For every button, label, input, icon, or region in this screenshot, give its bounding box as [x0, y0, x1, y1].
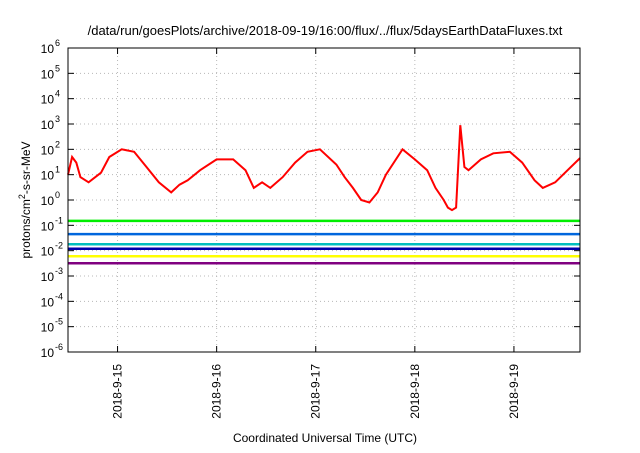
y-tick-label: 10	[41, 270, 55, 284]
y-tick-exponent: -1	[55, 215, 63, 225]
x-axis: 2018-9-15 2018-9-16 2018-9-17 2018-9-18 2018…	[111, 48, 521, 419]
chart-title: /data/run/goesPlots/archive/2018-09-19/1…	[88, 23, 563, 38]
series-group	[67, 125, 581, 265]
y-tick-exponent: -3	[55, 266, 63, 276]
y-tick-label: 10	[41, 169, 55, 183]
y-tick-label: 10	[41, 219, 55, 233]
y-tick-exponent: 3	[55, 114, 60, 124]
y-tick-label: 10	[41, 93, 55, 107]
y-tick-label: 10	[41, 295, 55, 309]
y-tick-exponent: 6	[55, 38, 60, 48]
y-tick-label: 10	[41, 67, 55, 81]
grid	[68, 47, 580, 353]
y-tick-label: 10	[41, 194, 55, 208]
x-tick-label: 2018-9-16	[210, 364, 224, 419]
y-tick-exponent: 4	[55, 89, 60, 99]
x-tick-label: 2018-9-19	[507, 364, 521, 419]
y-tick-exponent: 5	[55, 63, 60, 73]
y-tick-label: 10	[41, 118, 55, 132]
y-tick-exponent: 1	[55, 165, 60, 175]
y-axis: 10 -610 -510 -410 -310 -210 -110 010 110 210 310 41…	[41, 38, 580, 360]
y-axis-label-sup: 2	[17, 194, 27, 199]
x-tick-label: 2018-9-17	[309, 364, 323, 419]
y-axis-label: protons/cm2-s-sr-MeV	[17, 141, 33, 258]
y-tick-label: 10	[41, 346, 55, 360]
y-tick-exponent: 2	[55, 139, 60, 149]
y-tick-exponent: -5	[55, 317, 63, 327]
x-tick-label: 2018-9-18	[408, 364, 422, 419]
y-tick-label: 10	[41, 42, 55, 56]
y-tick-label: 10	[41, 245, 55, 259]
y-axis-label-prefix: protons/cm	[19, 199, 33, 258]
y-tick-exponent: -4	[55, 291, 63, 301]
x-tick-label: 2018-9-15	[111, 364, 125, 419]
x-axis-label: Coordinated Universal Time (UTC)	[233, 431, 417, 445]
y-tick-exponent: 0	[55, 190, 60, 200]
y-tick-exponent: -2	[55, 241, 63, 251]
y-tick-exponent: -6	[55, 342, 63, 352]
series-line	[67, 125, 581, 212]
y-tick-label: 10	[41, 143, 55, 157]
y-axis-label-suffix: -s-sr-MeV	[19, 141, 33, 194]
y-tick-label: 10	[41, 321, 55, 335]
